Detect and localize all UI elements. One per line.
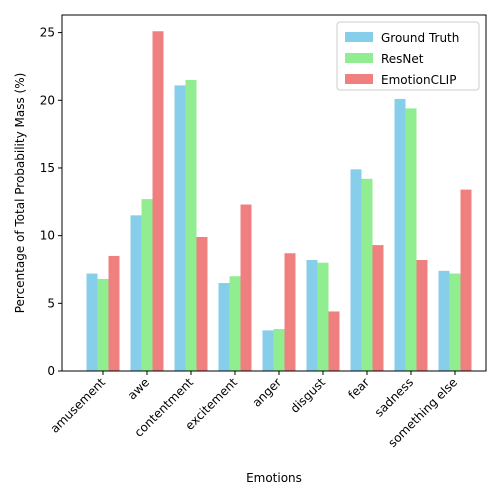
bars-group <box>86 31 472 372</box>
x-tick-label-fear: fear <box>345 375 372 402</box>
bar-ground-truth-contentment <box>174 85 186 371</box>
y-tick-label: 5 <box>47 296 55 310</box>
bar-ground-truth-anger <box>262 330 274 371</box>
legend-swatch-emotionclip <box>345 74 373 84</box>
bar-emotionclip-excitement <box>240 204 252 371</box>
bar-emotionclip-amusement <box>108 255 120 371</box>
bar-resnet-fear <box>361 178 373 371</box>
bar-resnet-disgust <box>317 262 329 371</box>
legend: Ground Truth ResNet EmotionCLIP <box>336 21 480 91</box>
legend-label-emotionclip: EmotionCLIP <box>381 73 456 87</box>
y-axis: 0 5 10 15 20 25 <box>40 26 62 378</box>
bar-emotionclip-sadness <box>416 260 428 371</box>
x-tick-label-sadness: sadness <box>372 375 416 419</box>
bar-emotionclip-contentment <box>196 236 208 371</box>
legend-label-ground-truth: Ground Truth <box>381 31 459 45</box>
bar-emotionclip-something-else <box>460 189 472 371</box>
bar-ground-truth-awe <box>130 215 142 371</box>
bar-ground-truth-excitement <box>218 283 230 371</box>
bar-resnet-sadness <box>405 108 417 372</box>
bar-resnet-anger <box>273 329 285 371</box>
legend-label-resnet: ResNet <box>381 52 424 66</box>
legend-swatch-ground-truth <box>345 32 373 42</box>
bar-emotionclip-fear <box>372 245 384 371</box>
bar-ground-truth-fear <box>350 169 362 371</box>
bar-resnet-something-else <box>449 273 461 371</box>
bar-resnet-amusement <box>97 278 109 371</box>
x-axis-label: Emotions <box>246 471 302 485</box>
bar-resnet-contentment <box>185 79 197 371</box>
bar-resnet-excitement <box>229 276 241 371</box>
y-tick-label: 25 <box>40 26 55 40</box>
x-tick-label-disgust: disgust <box>288 375 329 416</box>
bar-ground-truth-amusement <box>86 273 98 371</box>
bar-emotionclip-awe <box>152 31 164 372</box>
y-tick-label: 10 <box>40 229 55 243</box>
y-axis-label: Percentage of Total Probability Mass (%) <box>13 73 27 314</box>
bar-emotionclip-anger <box>284 253 296 371</box>
bar-ground-truth-something-else <box>438 270 450 371</box>
x-tick-label-awe: awe <box>125 375 152 402</box>
x-tick-label-anger: anger <box>250 375 285 410</box>
bar-resnet-awe <box>141 199 153 371</box>
bar-ground-truth-disgust <box>306 260 318 371</box>
bar-emotionclip-disgust <box>328 311 340 371</box>
legend-swatch-resnet <box>345 53 373 63</box>
bar-ground-truth-sadness <box>394 98 406 372</box>
y-tick-label: 0 <box>47 364 55 378</box>
x-tick-label-amusement: amusement <box>48 375 109 436</box>
y-tick-label: 15 <box>40 161 55 175</box>
plot-frame <box>61 14 487 372</box>
y-tick-label: 20 <box>40 93 55 107</box>
